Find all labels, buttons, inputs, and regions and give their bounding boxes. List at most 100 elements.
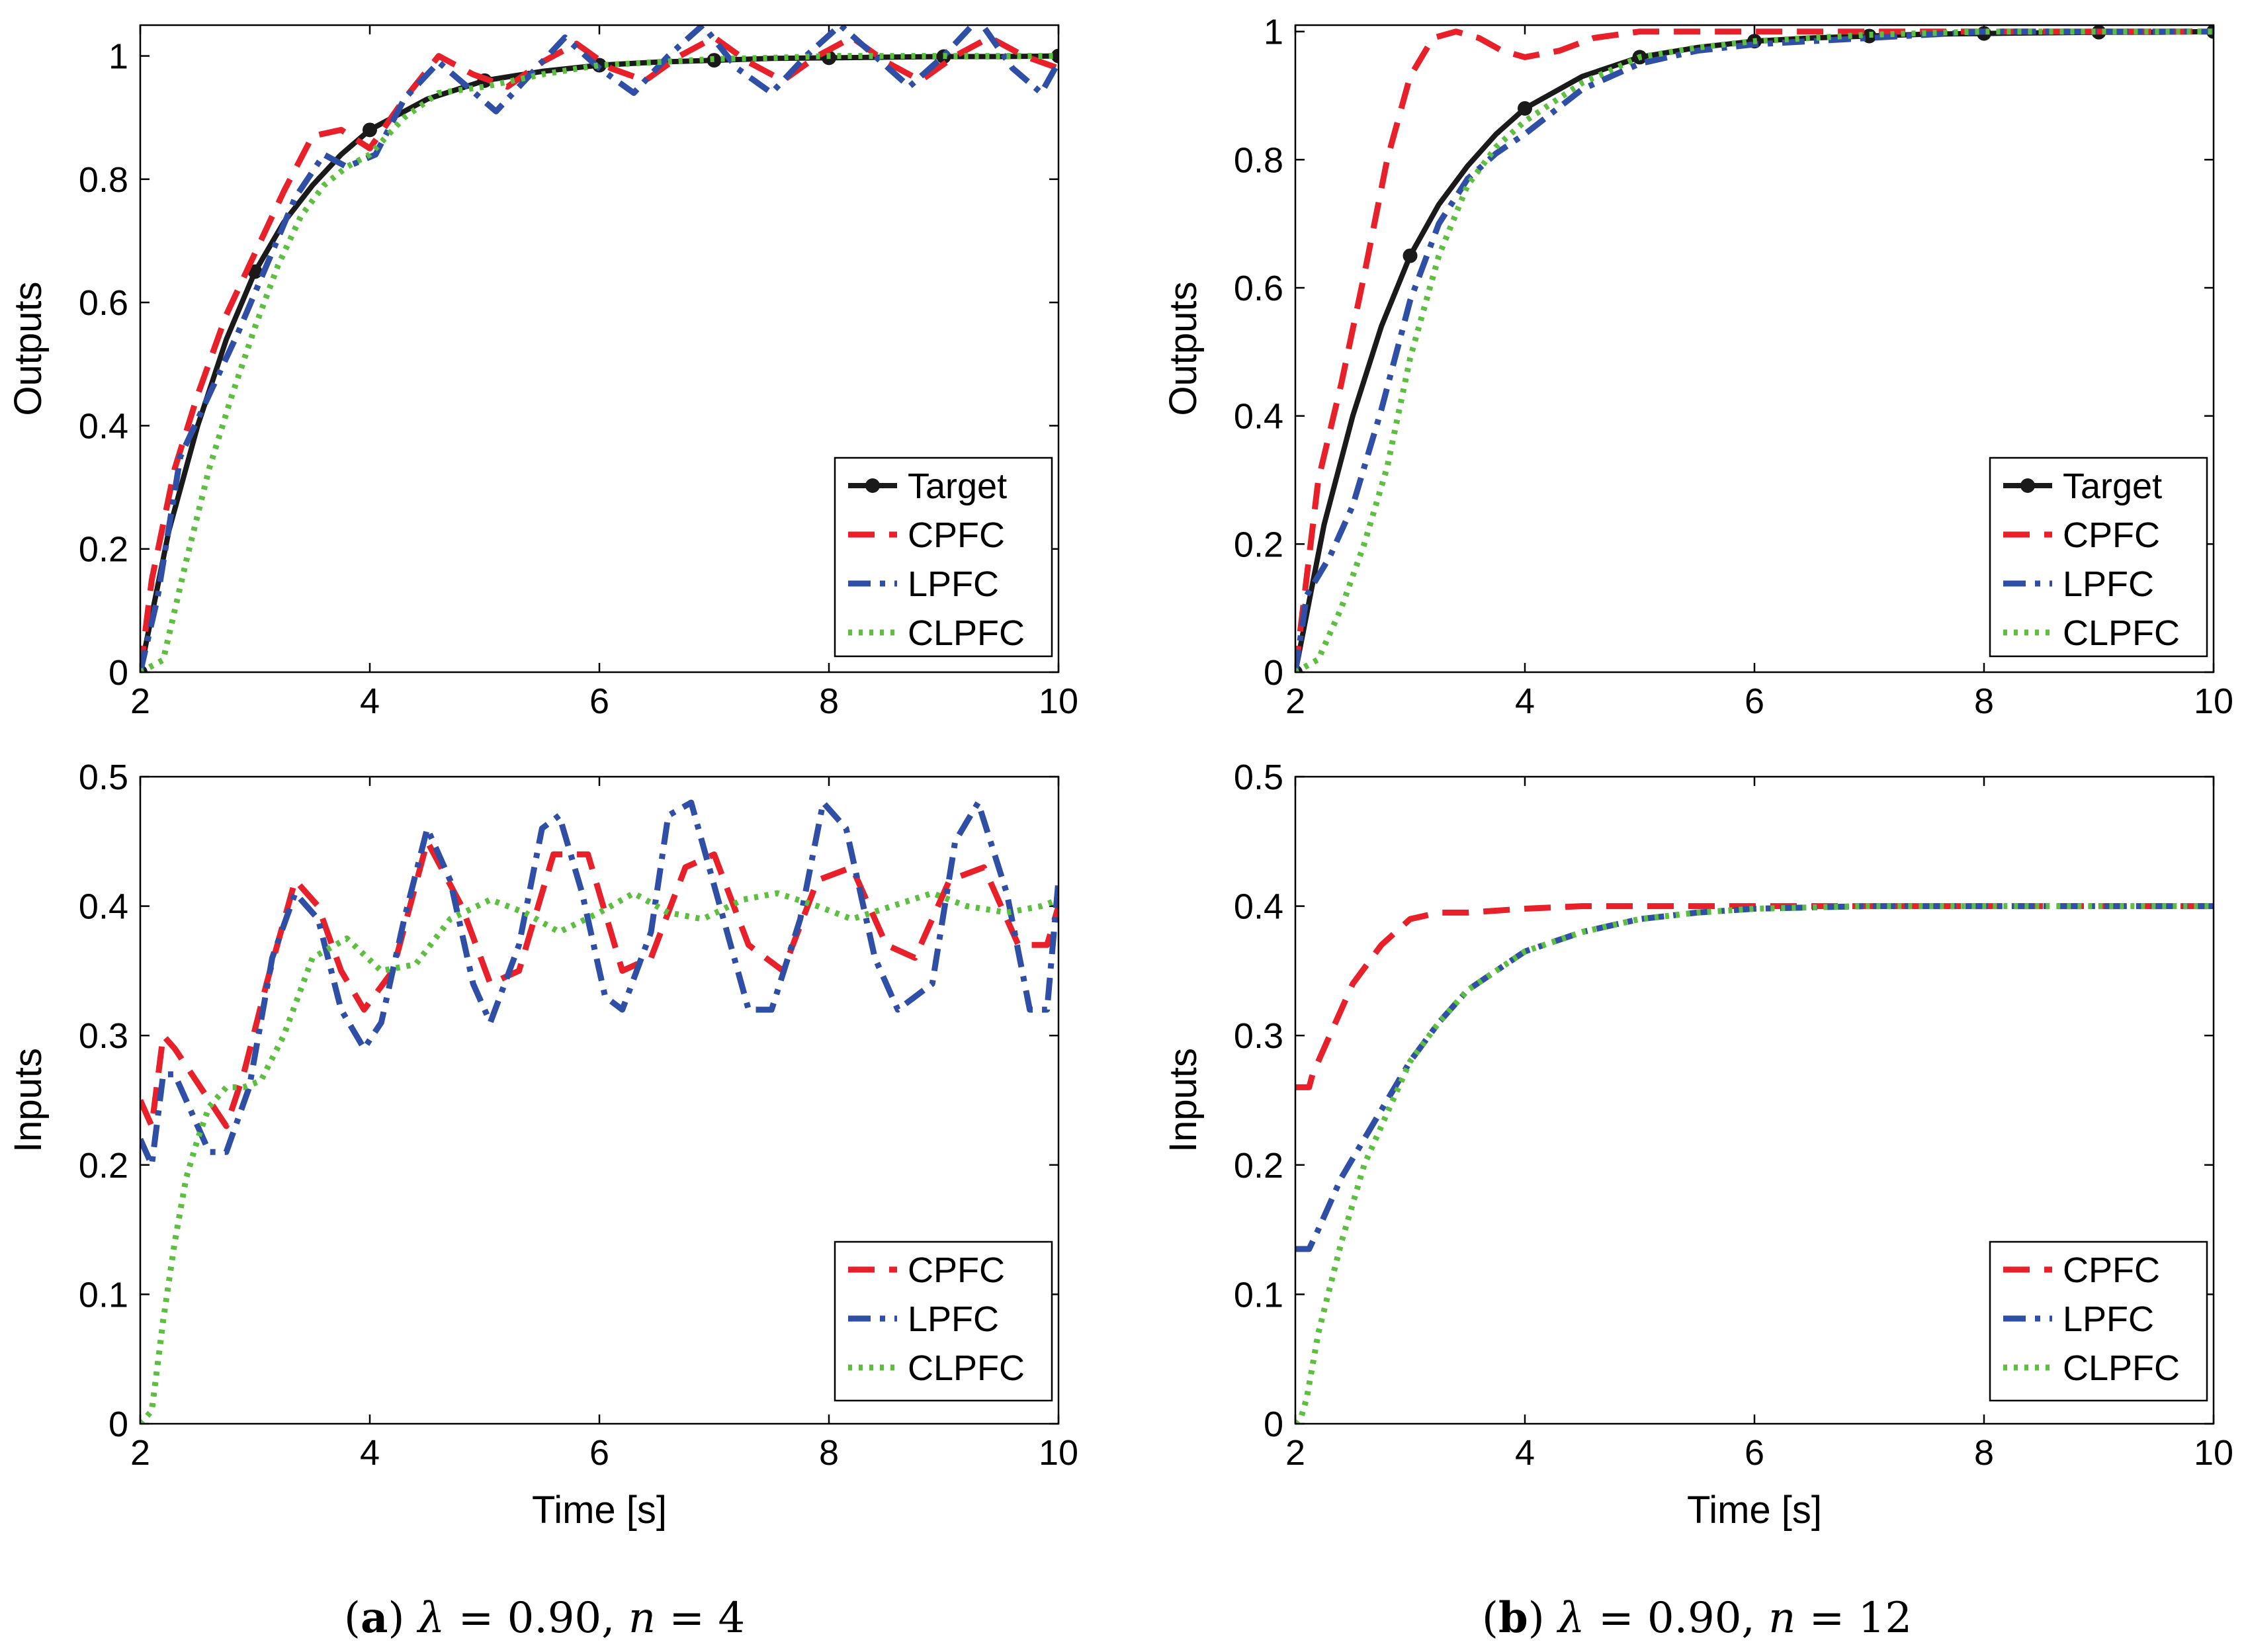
x-tick-label: 2 <box>1285 681 1305 721</box>
caption-a-n: n <box>628 1594 656 1643</box>
y-tick-label: 1 <box>108 37 128 77</box>
chart-panel-a-inputs: 2 4 6 8 10 0 0.1 0.2 0.3 0.4 0.5 Inputs Time [s] CPFC… <box>7 758 1078 1532</box>
legend-marker <box>865 478 880 493</box>
x-tick-label: 10 <box>1039 681 1078 721</box>
caption-b-n: n <box>1768 1594 1795 1643</box>
caption-a-lambda: λ <box>416 1594 445 1643</box>
caption-b-n-value: 12 <box>1858 1594 1912 1643</box>
y-tick-label: 0 <box>108 1405 128 1444</box>
x-tick-label: 6 <box>1745 681 1764 721</box>
y-tick-label: 0.4 <box>79 887 128 927</box>
y-tick-label: 0.4 <box>1234 887 1283 927</box>
x-tick-label: 4 <box>360 681 380 721</box>
legend-label-lpfc: LPFC <box>2063 1299 2154 1339</box>
caption-b-letter: b <box>1498 1593 1528 1643</box>
x-tick-label: 4 <box>360 1433 380 1473</box>
y-tick-label: 0.3 <box>1234 1016 1283 1056</box>
legend-label-clpfc: CLPFC <box>908 613 1025 653</box>
x-tick-label: 8 <box>819 1433 839 1473</box>
plot-frame <box>139 24 1060 674</box>
y-tick-label: 0.1 <box>79 1275 128 1315</box>
y-tick-label: 0.1 <box>1234 1275 1283 1315</box>
caption-a-lambda-value: 0.90 <box>507 1594 602 1643</box>
y-tick-label: 0.2 <box>79 1146 128 1186</box>
chart-panel-b-outputs: 2 4 6 8 10 0 0.2 0.4 0.6 0.8 1 Outputs Target CPFC LPF… <box>1162 13 2233 721</box>
series-group <box>140 25 1058 672</box>
series-line-lpfc <box>140 25 1058 672</box>
caption-a-n-value: 4 <box>718 1594 745 1643</box>
legend-label-clpfc: CLPFC <box>908 1348 1025 1388</box>
x-axis-title: Time [s] <box>532 1489 667 1532</box>
chart-panel-a-outputs: 2 4 6 8 10 0 0.2 0.4 0.6 0.8 1 Outputs Target CPFC LPF… <box>7 24 1078 721</box>
legend-label-clpfc: CLPFC <box>2063 1348 2180 1388</box>
x-axis-title: Time [s] <box>1687 1489 1822 1532</box>
legend-label-lpfc: LPFC <box>2063 564 2154 604</box>
y-axis-title: Outputs <box>1162 281 1205 415</box>
legend-label-clpfc: CLPFC <box>2063 613 2180 653</box>
y-tick-label: 0.5 <box>1234 758 1283 797</box>
series-line-clpfc <box>1295 28 2214 672</box>
legend-label-cpfc: CPFC <box>2063 1250 2160 1290</box>
x-tick-label: 6 <box>589 681 609 721</box>
series-line-clpfc <box>140 53 1058 672</box>
x-tick-label: 2 <box>130 1433 150 1473</box>
legend: CPFC LPFC CLPFC <box>834 1240 1053 1402</box>
x-tick-label: 8 <box>1974 1433 1994 1473</box>
series-line-clpfc <box>140 890 1058 1424</box>
caption-b-lambda: λ <box>1556 1594 1585 1643</box>
series-marker-target <box>247 264 263 279</box>
y-tick-label: 0.6 <box>79 283 128 323</box>
series-group <box>1295 903 2214 1424</box>
series-line-cpfc <box>140 838 1058 1129</box>
y-tick-label: 0.5 <box>79 758 128 797</box>
series-line-lpfc <box>140 799 1058 1168</box>
plot-frame <box>1294 775 2215 1425</box>
legend-label-target: Target <box>908 466 1007 506</box>
x-tick-label: 4 <box>1515 1433 1535 1473</box>
y-tick-label: 0 <box>108 653 128 693</box>
series-marker-target <box>1051 48 1058 64</box>
caption-b-lambda-value: 0.90 <box>1647 1594 1742 1643</box>
y-tick-label: 0.6 <box>1234 269 1283 308</box>
y-tick-label: 0.2 <box>1234 525 1283 564</box>
y-tick-label: 0.4 <box>1234 397 1283 437</box>
series-line-lpfc <box>1295 903 2214 1252</box>
x-tick-label: 8 <box>1974 681 1994 721</box>
y-tick-label: 0 <box>1264 1405 1283 1444</box>
y-tick-label: 0.2 <box>79 530 128 570</box>
x-tick-label: 10 <box>2194 681 2233 721</box>
x-tick-label: 2 <box>1285 1433 1305 1473</box>
y-tick-label: 0.8 <box>79 160 128 200</box>
series-marker-target <box>1518 101 1532 116</box>
y-tick-label: 0.2 <box>1234 1146 1283 1186</box>
panels: 2 4 6 8 10 0 0.2 0.4 0.6 0.8 1 Outputs Target CPFC LPF… <box>7 13 2233 1532</box>
legend-label-lpfc: LPFC <box>908 1299 999 1339</box>
legend-label-cpfc: CPFC <box>2063 515 2160 555</box>
y-axis-title: Outputs <box>7 281 50 415</box>
x-tick-label: 6 <box>589 1433 609 1473</box>
x-tick-label: 8 <box>819 681 839 721</box>
legend-label-cpfc: CPFC <box>908 515 1005 555</box>
legend-label-cpfc: CPFC <box>908 1250 1005 1290</box>
x-tick-label: 10 <box>2194 1433 2233 1473</box>
legend-label-lpfc: LPFC <box>908 564 999 604</box>
plot-frame <box>139 775 1060 1425</box>
series-line-lpfc <box>1295 28 2214 672</box>
x-tick-label: 2 <box>130 681 150 721</box>
y-tick-label: 0.4 <box>79 406 128 446</box>
legend: Target CPFC LPFC CLPFC <box>834 456 1053 658</box>
series-group <box>140 799 1058 1424</box>
y-tick-label: 0.3 <box>79 1016 128 1056</box>
x-tick-label: 6 <box>1745 1433 1764 1473</box>
plot-frame <box>1294 24 2215 674</box>
series-line-cpfc <box>140 34 1058 672</box>
series-group <box>1295 25 2214 672</box>
series-marker-target <box>1403 248 1418 263</box>
y-axis-title: Inputs <box>1162 1048 1205 1152</box>
legend: CPFC LPFC CLPFC <box>1989 1240 2208 1402</box>
y-tick-label: 0.8 <box>1234 140 1283 180</box>
caption-a: (a) λ = 0.90, n = 4 <box>344 1593 745 1643</box>
caption-a-letter: a <box>361 1593 388 1643</box>
legend-marker <box>2020 478 2035 493</box>
